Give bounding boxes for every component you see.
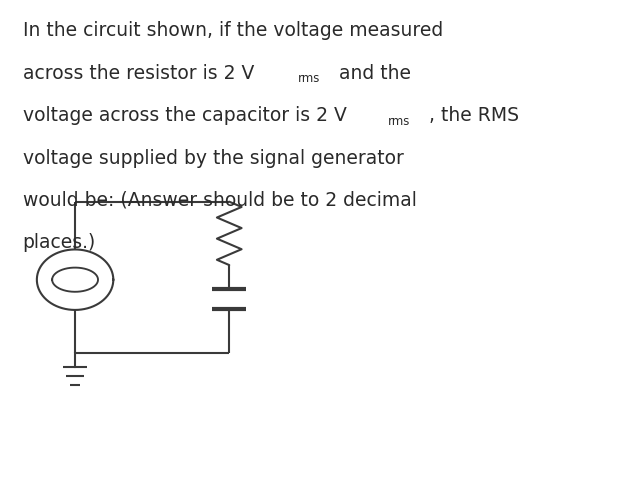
- Text: , the RMS: , the RMS: [423, 106, 519, 125]
- Text: across the resistor is 2 V: across the resistor is 2 V: [22, 63, 254, 83]
- Text: voltage across the capacitor is 2 V: voltage across the capacitor is 2 V: [22, 106, 346, 125]
- Text: rms: rms: [298, 72, 320, 85]
- Text: voltage supplied by the signal generator: voltage supplied by the signal generator: [22, 148, 404, 168]
- Text: would be: (Answer should be to 2 decimal: would be: (Answer should be to 2 decimal: [22, 191, 416, 210]
- Text: rms: rms: [388, 115, 411, 128]
- Text: places.): places.): [22, 234, 96, 252]
- Text: and the: and the: [334, 63, 411, 83]
- Text: In the circuit shown, if the voltage measured: In the circuit shown, if the voltage mea…: [22, 21, 443, 40]
